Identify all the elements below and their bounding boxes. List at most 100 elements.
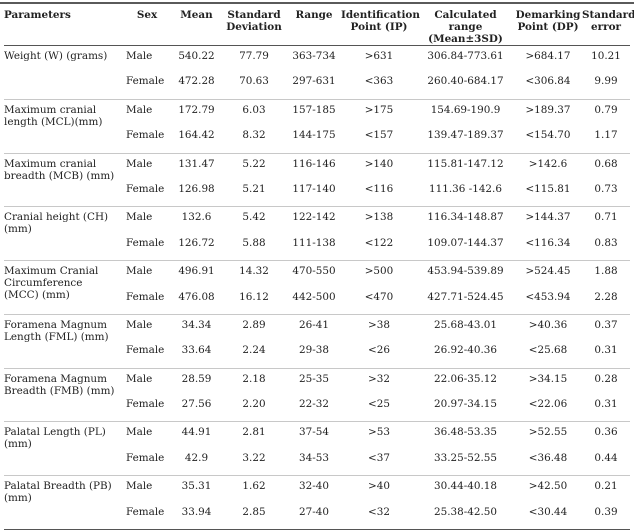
standard-deviation-cell: 2.18 [242,372,266,385]
parameter-name: Maximum cranial breadth (MCB) (mm) [4,157,115,182]
header-range: Range [295,9,333,21]
standard-error-cell: 2.28 [594,290,618,303]
sex-cell: Male [126,318,153,331]
mean-cell: 27.56 [181,398,212,411]
identification-point-cell: <32 [368,505,390,518]
standard-deviation-cell: 2.20 [242,398,266,411]
header-standard-error: Standard error [582,9,634,33]
range-cell: 32-40 [299,480,329,493]
range-cell: 29-38 [299,344,329,357]
mean-cell: 476.08 [178,290,215,303]
sex-cell: Male [126,103,153,116]
calculated-range-cell: 25.38-42.50 [433,505,497,518]
range-cell: 442-500 [292,290,336,303]
calculated-range-cell: 116.34-148.87 [427,211,504,224]
demarking-point-cell: <116.34 [525,236,571,249]
standard-error-cell: 0.21 [594,480,618,493]
demarking-point-cell: <154.70 [525,129,571,142]
standard-error-cell: 1.88 [594,265,618,278]
standard-deviation-cell: 2.85 [242,505,266,518]
demarking-point-cell: >684.17 [525,50,571,62]
standard-deviation-cell: 5.42 [242,211,266,224]
standard-deviation-cell: 2.81 [242,426,266,439]
calculated-range-cell: 139.47-189.37 [427,129,504,142]
identification-point-cell: <157 [364,129,394,142]
standard-deviation-cell: 5.21 [242,182,266,195]
table-row: Palatal Length (PL) (mm) Male 44.91 2.81 37-… [4,422,630,450]
demarking-point-cell: >189.37 [525,103,571,116]
table-row: Weight (W) (grams) Male 540.22 77.79 363-734… [4,46,630,74]
header-mean: Mean [180,9,213,21]
calculated-range-cell: 260.40-684.17 [427,75,504,88]
calculated-range-cell: 111.36 -142.6 [429,182,502,195]
range-cell: 34-53 [299,451,329,464]
demarking-point-cell: <115.81 [525,182,571,195]
mean-cell: 126.72 [178,236,215,249]
range-cell: 144-175 [292,129,336,142]
demarking-point-cell: <30.44 [528,505,568,518]
identification-point-cell: <363 [364,75,394,88]
calculated-range-cell: 22.06-35.12 [433,372,497,385]
range-cell: 122-142 [292,211,336,224]
parameter-name: Palatal Breadth (PB) (mm) [4,480,112,505]
cranial-measurements-table: Parameters Sex Mean Standard Deviation R… [4,4,634,530]
identification-point-cell: <116 [364,182,394,195]
identification-point-cell: >53 [368,426,390,439]
table-row: Foramena Magnum Length (FML) (mm) Male 34.… [4,314,630,343]
standard-error-cell: 1.17 [594,129,618,142]
calculated-range-cell: 26.92-40.36 [433,344,497,357]
calculated-range-cell: 30.44-40.18 [433,480,497,493]
standard-error-cell: 0.83 [594,236,618,249]
identification-point-cell: >140 [364,157,394,170]
identification-point-cell: <470 [364,290,394,303]
standard-error-cell: 0.79 [594,103,618,116]
range-cell: 157-185 [292,103,336,116]
standard-deviation-cell: 16.12 [239,290,269,303]
standard-deviation-cell: 77.79 [239,50,269,62]
range-cell: 111-138 [292,236,336,249]
header-calculated-range: Calculated range (Mean±3SD) [428,9,503,45]
standard-error-cell: 0.39 [594,505,618,518]
table-row: Female 27.56 2.20 22-32 <25 20.97-34.15 <22.06… [4,396,630,422]
sex-cell: Male [126,265,153,278]
calculated-range-cell: 25.68-43.01 [433,318,497,331]
parameter-name: Cranial height (CH) (mm) [4,211,109,236]
sex-cell: Male [126,211,153,224]
standard-deviation-cell: 5.88 [242,236,266,249]
calculated-range-cell: 453.94-539.89 [427,265,504,278]
demarking-point-cell: >42.50 [528,480,568,493]
standard-error-cell: 10.21 [591,50,621,62]
header-identification-point: Identification Point (IP) [341,9,420,33]
sex-cell: Female [126,236,165,249]
calculated-range-cell: 36.48-53.35 [433,426,497,439]
standard-error-cell: 0.31 [594,344,618,357]
standard-error-cell: 0.37 [594,318,618,331]
standard-deviation-cell: 6.03 [242,103,266,116]
standard-error-cell: 0.36 [594,426,618,439]
range-cell: 26-41 [299,318,329,331]
sex-cell: Male [126,426,153,439]
table-row: Cranial height (CH) (mm) Male 132.6 5.42 122… [4,207,630,235]
sex-cell: Male [126,372,153,385]
sex-cell: Female [126,75,165,88]
calculated-range-cell: 33.25-52.55 [433,451,497,464]
range-cell: 117-140 [292,182,336,195]
calculated-range-cell: 154.69-190.9 [430,103,501,116]
header-standard-deviation: Standard Deviation [226,9,282,33]
mean-cell: 126.98 [178,182,215,195]
table-row: Maximum cranial length (MCL)(mm) Male 172.… [4,99,630,128]
mean-cell: 496.91 [178,265,215,278]
table-row: Maximum cranial breadth (MCB) (mm) Male 13… [4,153,630,182]
range-cell: 37-54 [299,426,329,439]
header-sex: Sex [136,9,158,21]
identification-point-cell: >175 [364,103,394,116]
mean-cell: 44.91 [181,426,212,439]
mean-cell: 33.94 [181,505,212,518]
calculated-range-cell: 115.81-147.12 [427,157,504,170]
standard-deviation-cell: 14.32 [239,265,269,278]
parameter-name: Foramena Magnum Length (FML) (mm) [4,318,109,343]
table-row: Female 164.42 8.32 144-175 <157 139.47-189.37… [4,127,630,154]
demarking-point-cell: <22.06 [528,398,568,411]
identification-point-cell: <25 [368,398,390,411]
sex-cell: Female [126,505,165,518]
